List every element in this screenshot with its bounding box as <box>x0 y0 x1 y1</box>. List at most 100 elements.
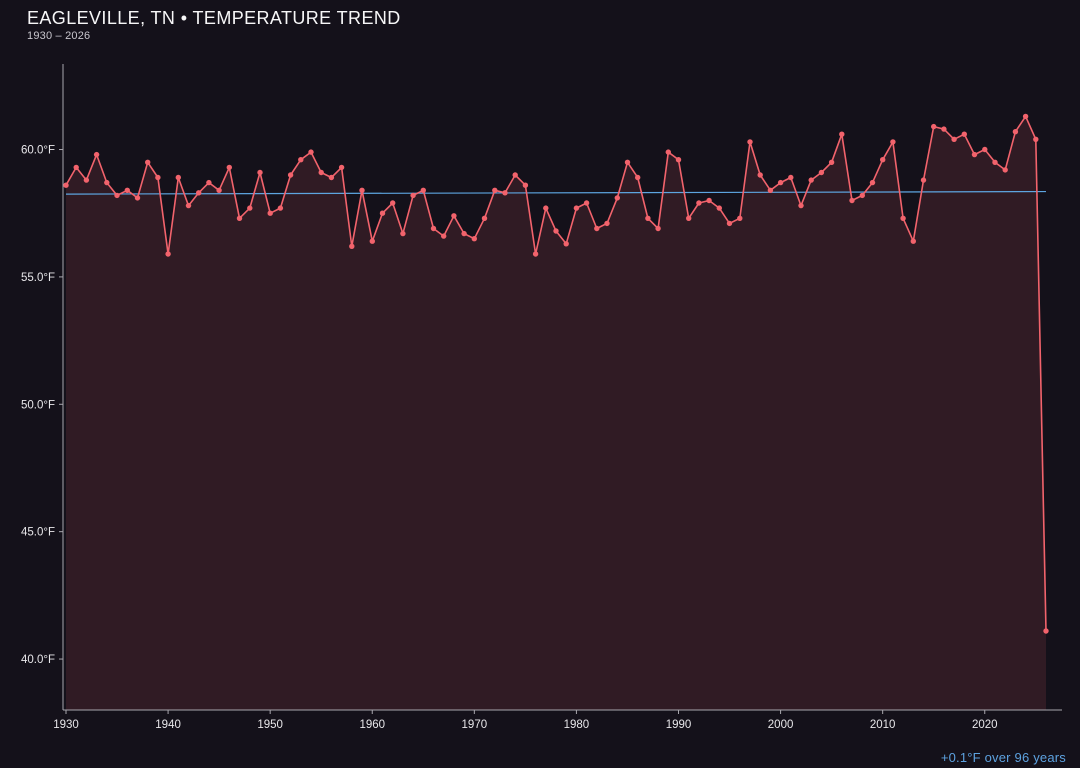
data-point <box>849 197 855 204</box>
data-point <box>716 205 722 211</box>
x-axis-label: 2010 <box>870 719 896 731</box>
data-point <box>1012 129 1019 135</box>
chart-subtitle: 1930 – 2026 <box>27 29 91 42</box>
data-point <box>134 195 141 201</box>
data-point <box>155 174 161 181</box>
data-point <box>114 192 120 199</box>
data-point <box>196 190 202 196</box>
data-point <box>573 205 580 211</box>
data-point <box>777 179 784 186</box>
data-point <box>247 205 253 211</box>
data-point <box>328 174 335 181</box>
data-point <box>553 228 559 234</box>
data-point <box>267 210 273 216</box>
data-point <box>982 146 988 153</box>
data-point <box>287 172 294 178</box>
data-point <box>63 182 69 188</box>
chart-header: EAGLEVILLE, TN • TEMPERATURE TREND 1930 … <box>27 8 401 42</box>
data-point <box>543 205 549 211</box>
y-axis-label: 45.0°F <box>21 527 55 539</box>
data-point <box>359 187 365 193</box>
chart-title: EAGLEVILLE, TN • TEMPERATURE TREND <box>27 8 401 28</box>
data-point <box>696 200 702 206</box>
data-point <box>931 123 937 130</box>
data-point <box>594 225 600 232</box>
data-point <box>767 187 774 193</box>
data-point <box>257 169 263 176</box>
data-point <box>828 159 835 165</box>
data-point <box>390 200 396 206</box>
data-point <box>808 177 814 183</box>
data-point <box>1002 167 1008 173</box>
x-axis-label: 1970 <box>462 719 488 731</box>
data-point <box>522 182 529 188</box>
data-point <box>441 233 447 239</box>
x-axis-label: 1990 <box>666 719 692 731</box>
data-point <box>471 236 477 242</box>
data-point <box>277 205 284 211</box>
y-axis-label: 55.0°F <box>21 272 55 284</box>
data-point <box>941 126 947 132</box>
data-point <box>451 213 457 219</box>
data-point <box>706 197 712 204</box>
data-point <box>369 238 375 244</box>
data-point <box>236 215 243 221</box>
data-point <box>338 164 345 171</box>
data-point <box>920 177 927 183</box>
data-point <box>880 157 886 163</box>
data-point <box>726 220 733 227</box>
data-point <box>910 238 916 244</box>
data-point <box>185 202 192 209</box>
data-point <box>124 187 130 193</box>
data-point <box>992 159 998 165</box>
data-point <box>1022 113 1029 120</box>
data-point <box>430 225 437 232</box>
data-point <box>818 169 825 176</box>
data-point <box>349 243 355 249</box>
trend-annotation: +0.1°F over 96 years <box>940 750 1066 765</box>
data-point <box>226 164 232 171</box>
data-point <box>165 251 171 257</box>
data-point <box>655 225 661 232</box>
data-point <box>890 139 896 145</box>
data-point <box>839 131 845 137</box>
data-point <box>747 139 753 145</box>
trend-line <box>65 190 1047 195</box>
y-axis-label: 50.0°F <box>21 399 55 411</box>
data-point <box>400 230 406 237</box>
data-point <box>757 172 763 178</box>
data-point <box>645 215 651 221</box>
data-point <box>512 172 518 178</box>
data-point <box>788 174 794 181</box>
data-point <box>93 151 100 158</box>
data-point <box>635 174 641 181</box>
data-point <box>532 251 539 257</box>
data-point <box>563 241 569 247</box>
data-point <box>869 179 876 186</box>
data-point <box>145 159 151 165</box>
data-point <box>1033 136 1039 142</box>
data-point <box>104 179 110 186</box>
data-point <box>73 164 79 171</box>
data-point <box>614 195 620 201</box>
data-point <box>951 136 957 142</box>
x-axis-label: 2000 <box>768 719 794 731</box>
data-point <box>481 215 488 221</box>
data-point <box>798 202 804 209</box>
data-point <box>675 157 682 163</box>
data-point <box>665 149 671 155</box>
x-axis-label: 1950 <box>257 719 283 731</box>
data-point <box>379 210 386 216</box>
data-point <box>1043 628 1049 634</box>
data-point <box>410 192 416 199</box>
data-point <box>737 215 743 221</box>
y-axis-label: 40.0°F <box>21 654 55 666</box>
data-point <box>686 215 692 221</box>
x-axis-label: 1940 <box>155 719 181 731</box>
data-point <box>298 157 304 163</box>
data-point <box>83 177 90 183</box>
data-point <box>175 174 181 181</box>
x-axis-label: 1960 <box>359 719 385 731</box>
data-point <box>502 190 508 196</box>
